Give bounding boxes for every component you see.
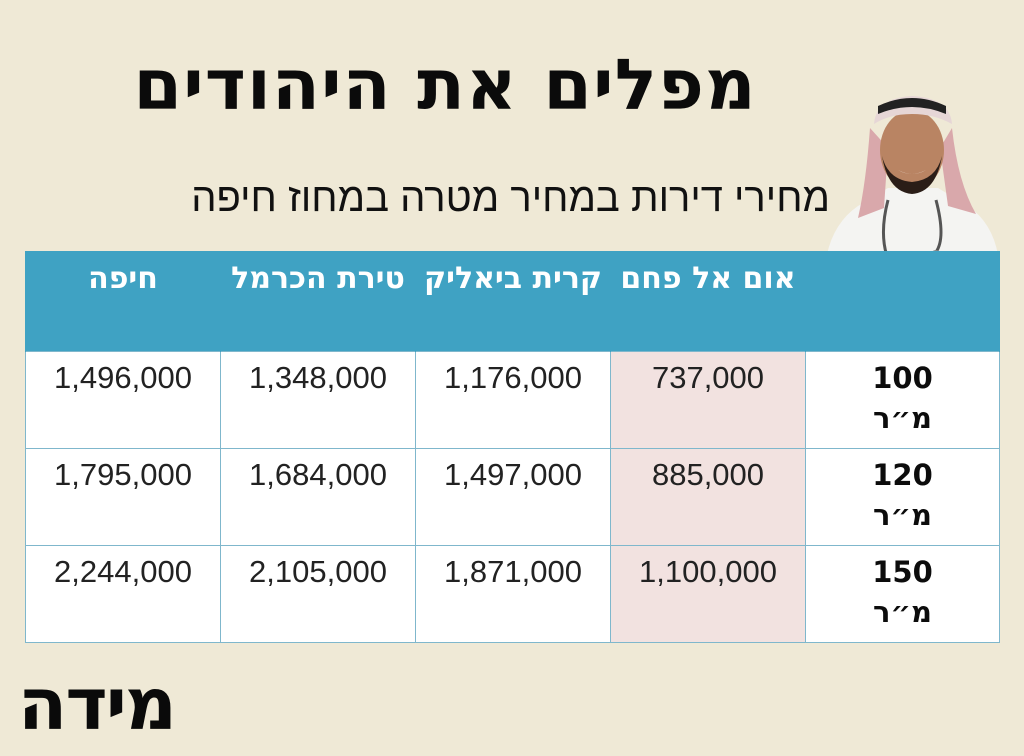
header-haifa: חיפה [25,251,221,352]
price-table: אום אל פחם קרית ביאליק טירת הכרמל חיפה 1… [25,251,1000,643]
row-label: 120 מ״ר [805,448,1000,546]
header-corner [805,251,1000,352]
table-cell: 1,795,000 [25,448,221,546]
subtitle: מחירי דירות במחיר מטרה במחוז חיפה [191,176,830,220]
header-tirat-carmel: טירת הכרמל [220,251,416,352]
brand-logo: מידה [17,662,177,746]
table-cell: 885,000 [610,448,806,546]
table-cell: 1,100,000 [610,545,806,643]
header-umm-al-fahm: אום אל פחם [610,251,806,352]
headline: מפלים את היהודים [133,44,757,126]
table-cell: 1,497,000 [415,448,611,546]
table-cell: 2,244,000 [25,545,221,643]
table-row: 150 מ״ר 1,100,000 1,871,000 2,105,000 2,… [25,545,1000,643]
table-cell: 1,348,000 [220,351,416,449]
table-cell: 737,000 [610,351,806,449]
table-row: 100 מ״ר 737,000 1,176,000 1,348,000 1,49… [25,351,1000,449]
table-row: 120 מ״ר 885,000 1,497,000 1,684,000 1,79… [25,448,1000,546]
table-cell: 2,105,000 [220,545,416,643]
table-cell: 1,684,000 [220,448,416,546]
table-header-row: אום אל פחם קרית ביאליק טירת הכרמל חיפה [25,251,1000,352]
table-cell: 1,176,000 [415,351,611,449]
table-cell: 1,871,000 [415,545,611,643]
table-cell: 1,496,000 [25,351,221,449]
header-kiryat-bialik: קרית ביאליק [415,251,611,352]
row-label: 150 מ״ר [805,545,1000,643]
row-label: 100 מ״ר [805,351,1000,449]
